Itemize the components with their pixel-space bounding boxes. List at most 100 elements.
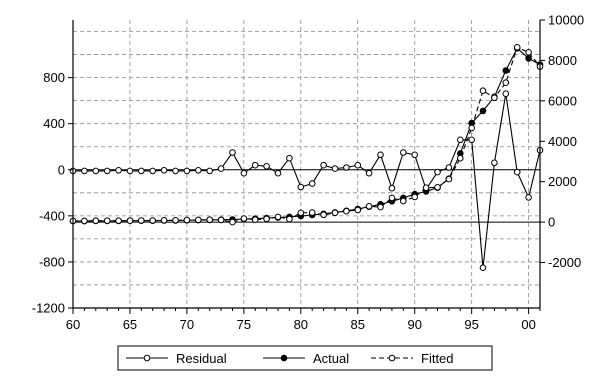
axes: -1200-800-4000400800-2000020004000600080… bbox=[32, 13, 584, 333]
legend-actual-label: Actual bbox=[313, 351, 349, 366]
reference-lines bbox=[73, 169, 540, 223]
residual-point bbox=[457, 136, 464, 144]
fitted-point bbox=[445, 175, 453, 183]
residual-point bbox=[172, 167, 179, 175]
fitted-line bbox=[73, 46, 541, 223]
residual-point bbox=[251, 161, 259, 169]
fitted-point bbox=[457, 154, 464, 162]
residual-point bbox=[160, 167, 168, 174]
legend-residual-marker bbox=[143, 354, 151, 362]
residual-point bbox=[217, 165, 225, 172]
actual-point bbox=[525, 55, 532, 62]
residual-line bbox=[73, 93, 541, 268]
fitted-point bbox=[479, 87, 487, 94]
fitted-point bbox=[400, 197, 407, 205]
actual-line bbox=[73, 47, 541, 222]
fitted-point bbox=[434, 184, 441, 191]
x-tick-label: 65 bbox=[123, 317, 137, 332]
fitted-point bbox=[251, 216, 259, 223]
fitted-point bbox=[160, 217, 168, 224]
x-tick-label: 75 bbox=[237, 317, 251, 332]
residual-point bbox=[286, 154, 293, 162]
fitted-point bbox=[263, 215, 270, 223]
fitted-point bbox=[331, 209, 339, 217]
right-tick-label: 2000 bbox=[548, 174, 577, 189]
x-tick-label: 95 bbox=[464, 317, 478, 332]
left-tick-label: 400 bbox=[43, 116, 65, 131]
fitted-point bbox=[149, 217, 156, 224]
residual-point bbox=[274, 169, 282, 177]
right-tick-label: -2000 bbox=[548, 255, 581, 270]
residual-point bbox=[434, 168, 441, 176]
residual-point bbox=[479, 264, 487, 272]
residual-point bbox=[388, 184, 396, 192]
residual-point bbox=[331, 165, 339, 172]
fitted-point bbox=[195, 216, 202, 224]
left-tick-label: -800 bbox=[39, 254, 65, 269]
residual-point bbox=[229, 149, 236, 156]
residual-point bbox=[92, 167, 100, 175]
residual-point bbox=[491, 159, 498, 167]
x-tick-label: 60 bbox=[66, 317, 80, 332]
fitted-point bbox=[126, 217, 134, 224]
fitted-point bbox=[240, 215, 248, 222]
fitted-point bbox=[411, 193, 419, 201]
fitted-point bbox=[183, 216, 191, 224]
right-tick-label: 6000 bbox=[548, 93, 577, 108]
right-tick-label: 10000 bbox=[548, 13, 584, 28]
residual-point bbox=[354, 161, 362, 169]
residual-point bbox=[81, 167, 88, 175]
residual-point bbox=[263, 163, 270, 170]
left-tick-label: -400 bbox=[39, 208, 65, 223]
residual-point bbox=[365, 169, 373, 177]
left-tick-label: 0 bbox=[58, 162, 65, 177]
fitted-point bbox=[502, 79, 510, 86]
residual-point bbox=[297, 183, 305, 191]
residual-point bbox=[115, 167, 122, 174]
legend-residual-label: Residual bbox=[176, 351, 227, 366]
fitted-point bbox=[217, 216, 225, 224]
fitted-point bbox=[103, 217, 111, 224]
legend-fitted-marker bbox=[388, 354, 396, 362]
residual-point bbox=[445, 164, 453, 171]
residual-point bbox=[126, 167, 134, 175]
fitted-point bbox=[138, 217, 145, 224]
residual-point bbox=[206, 167, 213, 175]
residual-point bbox=[513, 168, 521, 176]
residual-point bbox=[343, 164, 350, 171]
fitted-point bbox=[206, 216, 213, 223]
right-tick-label: 4000 bbox=[548, 134, 577, 149]
fitted-point bbox=[354, 206, 362, 214]
x-tick-label: 70 bbox=[180, 317, 194, 332]
left-tick-label: 800 bbox=[43, 70, 65, 85]
left-tick-label: -1200 bbox=[32, 301, 65, 316]
residual-point bbox=[103, 167, 111, 175]
fitted-point bbox=[286, 215, 293, 223]
fitted-point bbox=[115, 217, 122, 224]
fitted-point bbox=[343, 207, 350, 215]
fitted-point bbox=[274, 213, 282, 221]
fitted-point bbox=[81, 217, 88, 225]
residual-point bbox=[138, 167, 145, 175]
x-tick-label: 80 bbox=[294, 317, 308, 332]
fitted-point bbox=[365, 203, 373, 210]
x-tick-label: 00 bbox=[521, 317, 535, 332]
right-tick-label: 8000 bbox=[548, 53, 577, 68]
fitted-point bbox=[491, 94, 498, 102]
right-tick-label: 0 bbox=[548, 215, 555, 230]
fitted-point bbox=[525, 49, 532, 56]
actual-point bbox=[479, 107, 487, 115]
fitted-point bbox=[229, 218, 236, 226]
fitted-point bbox=[388, 194, 396, 202]
fitted-point bbox=[308, 209, 316, 216]
series-layer bbox=[69, 44, 544, 272]
x-tick-label: 85 bbox=[351, 317, 365, 332]
residual-point bbox=[400, 149, 407, 156]
residual-point bbox=[468, 136, 476, 144]
x-tick-label: 90 bbox=[407, 317, 421, 332]
fitted-point bbox=[297, 209, 305, 217]
legend-fitted-label: Fitted bbox=[421, 351, 454, 366]
fitted-point bbox=[422, 184, 430, 191]
residual-point bbox=[195, 167, 202, 174]
